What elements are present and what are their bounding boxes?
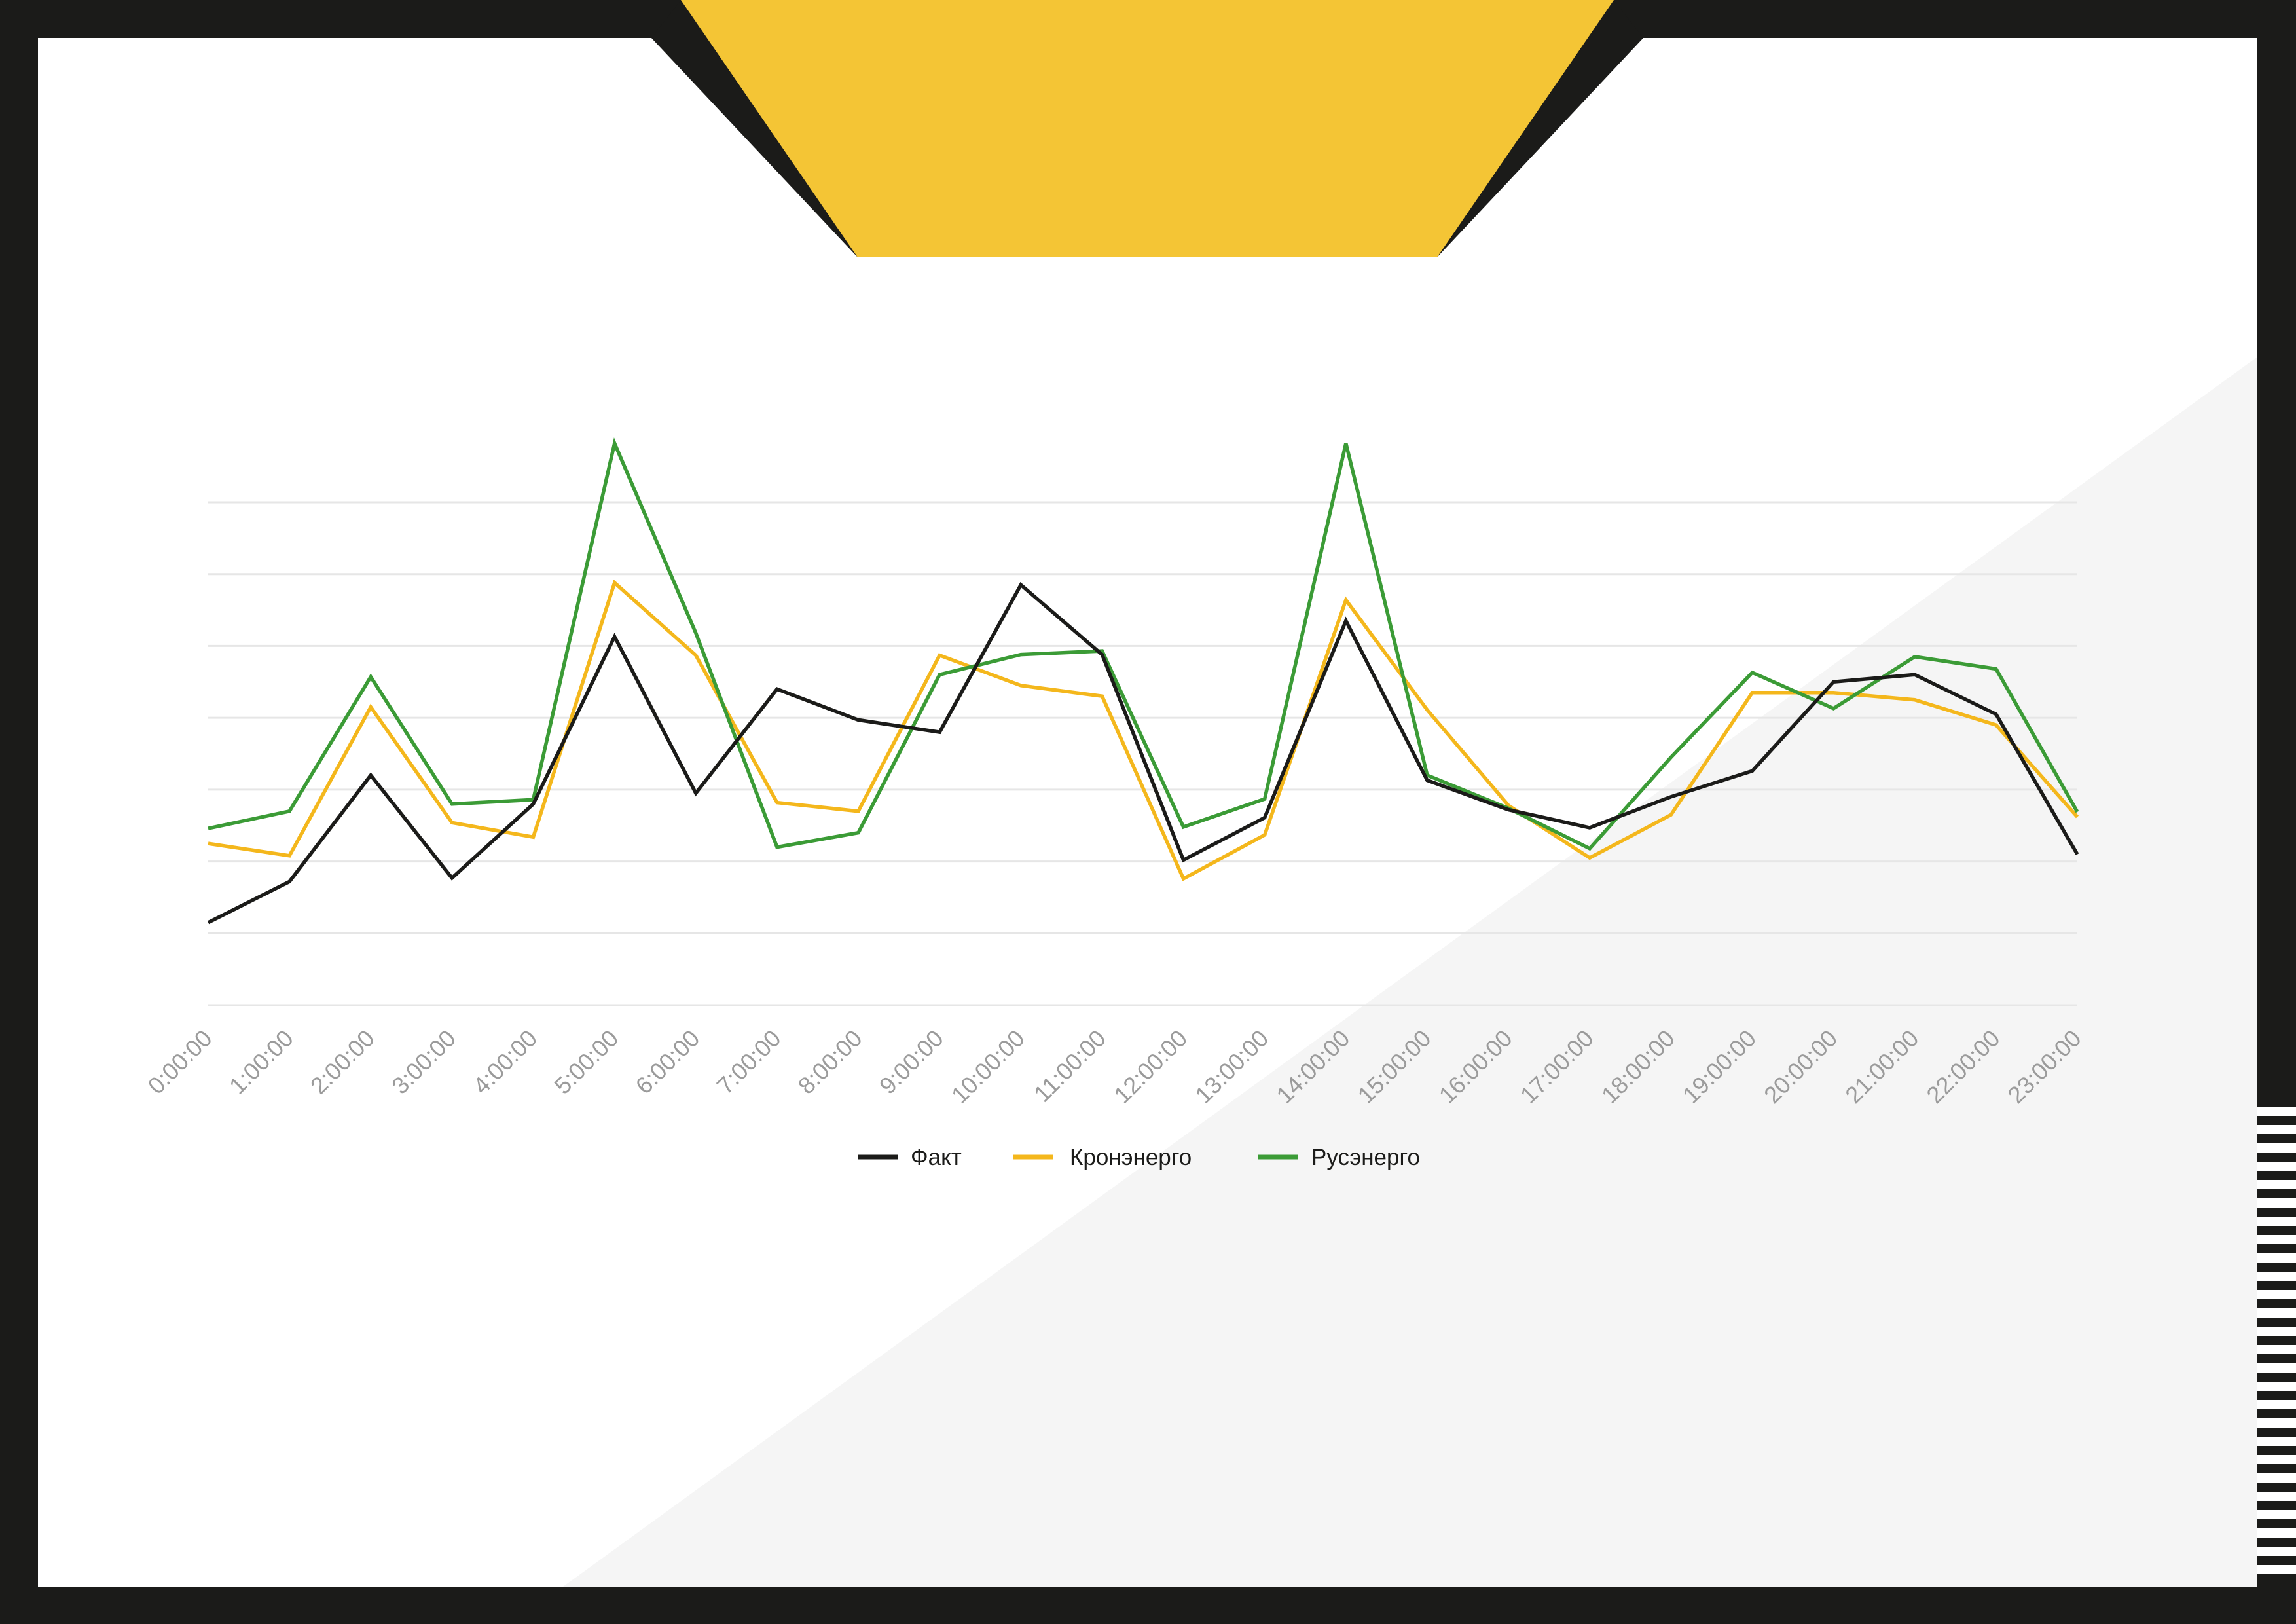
series-line-2 [208, 437, 2079, 851]
diagonal-shade [563, 357, 2257, 1587]
edge-stripe [2257, 1235, 2296, 1244]
edge-stripe-pattern [2257, 1107, 2296, 1574]
edge-stripe [2257, 1143, 2296, 1153]
chart-series-lines [207, 437, 2079, 925]
edge-stripe [2257, 1492, 2296, 1501]
edge-stripe [2257, 1363, 2296, 1373]
edge-stripe [2257, 1308, 2296, 1318]
edge-stripe [2257, 1565, 2296, 1574]
edge-stripe [2257, 1217, 2296, 1226]
edge-stripe [2257, 1253, 2296, 1263]
legend-label-kronenergo: Кронэнерго [1070, 1145, 1192, 1170]
edge-stripe [2257, 1382, 2296, 1391]
edge-stripe [2257, 1437, 2296, 1446]
edge-stripe [2257, 1162, 2296, 1171]
edge-stripe [2257, 1290, 2296, 1299]
edge-stripe [2257, 1418, 2296, 1428]
edge-stripe [2257, 1125, 2296, 1134]
edge-stripe [2257, 1547, 2296, 1556]
chart-legend: Факт Кронэнерго Русэнерго [858, 1145, 1420, 1170]
legend-label-fact: Факт [911, 1145, 962, 1170]
edge-stripe [2257, 1198, 2296, 1208]
edge-stripe [2257, 1528, 2296, 1538]
edge-stripe [2257, 1510, 2296, 1519]
edge-stripe [2257, 1272, 2296, 1281]
edge-stripe [2257, 1180, 2296, 1189]
edge-stripe [2257, 1400, 2296, 1409]
edge-stripe [2257, 1345, 2296, 1354]
edge-stripe [2257, 1473, 2296, 1483]
edge-stripe [2257, 1327, 2296, 1336]
series-line-0 [207, 581, 2079, 925]
edge-stripe [2257, 1107, 2296, 1116]
edge-stripe [2257, 1455, 2296, 1464]
legend-label-rusenergo: Русэнерго [1311, 1145, 1420, 1170]
top-notch-accent [681, 0, 1614, 257]
series-line-1 [208, 580, 2079, 881]
